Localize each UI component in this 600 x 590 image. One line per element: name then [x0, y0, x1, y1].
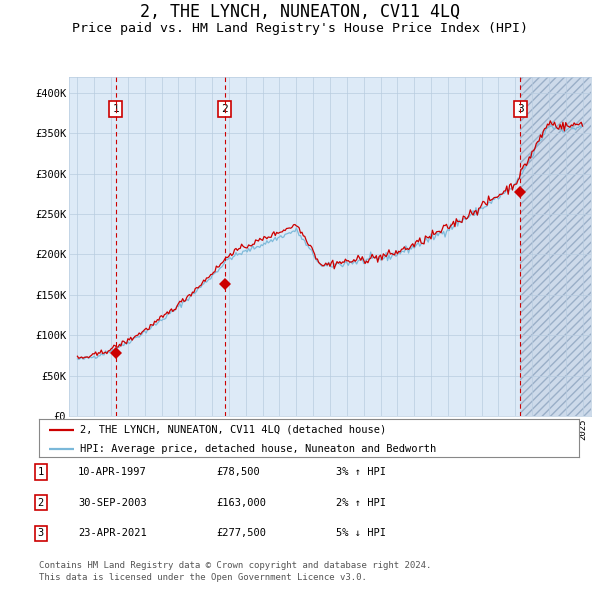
Text: 2: 2: [221, 104, 228, 114]
Text: £78,500: £78,500: [216, 467, 260, 477]
Text: HPI: Average price, detached house, Nuneaton and Bedworth: HPI: Average price, detached house, Nune…: [79, 444, 436, 454]
Text: 3% ↑ HPI: 3% ↑ HPI: [336, 467, 386, 477]
Text: 5% ↓ HPI: 5% ↓ HPI: [336, 529, 386, 538]
Text: Contains HM Land Registry data © Crown copyright and database right 2024.: Contains HM Land Registry data © Crown c…: [39, 560, 431, 570]
Text: 1: 1: [38, 467, 44, 477]
Text: Price paid vs. HM Land Registry's House Price Index (HPI): Price paid vs. HM Land Registry's House …: [72, 22, 528, 35]
Text: 3: 3: [517, 104, 524, 114]
Text: 3: 3: [38, 529, 44, 538]
Text: 2, THE LYNCH, NUNEATON, CV11 4LQ: 2, THE LYNCH, NUNEATON, CV11 4LQ: [140, 2, 460, 21]
Text: £277,500: £277,500: [216, 529, 266, 538]
Bar: [520, 77, 591, 416]
Text: This data is licensed under the Open Government Licence v3.0.: This data is licensed under the Open Gov…: [39, 572, 367, 582]
Text: £163,000: £163,000: [216, 498, 266, 507]
Text: 23-APR-2021: 23-APR-2021: [78, 529, 147, 538]
Text: 30-SEP-2003: 30-SEP-2003: [78, 498, 147, 507]
Text: 2: 2: [38, 498, 44, 507]
Text: 2% ↑ HPI: 2% ↑ HPI: [336, 498, 386, 507]
Text: 1: 1: [112, 104, 119, 114]
Text: 2, THE LYNCH, NUNEATON, CV11 4LQ (detached house): 2, THE LYNCH, NUNEATON, CV11 4LQ (detach…: [79, 425, 386, 435]
Text: 10-APR-1997: 10-APR-1997: [78, 467, 147, 477]
